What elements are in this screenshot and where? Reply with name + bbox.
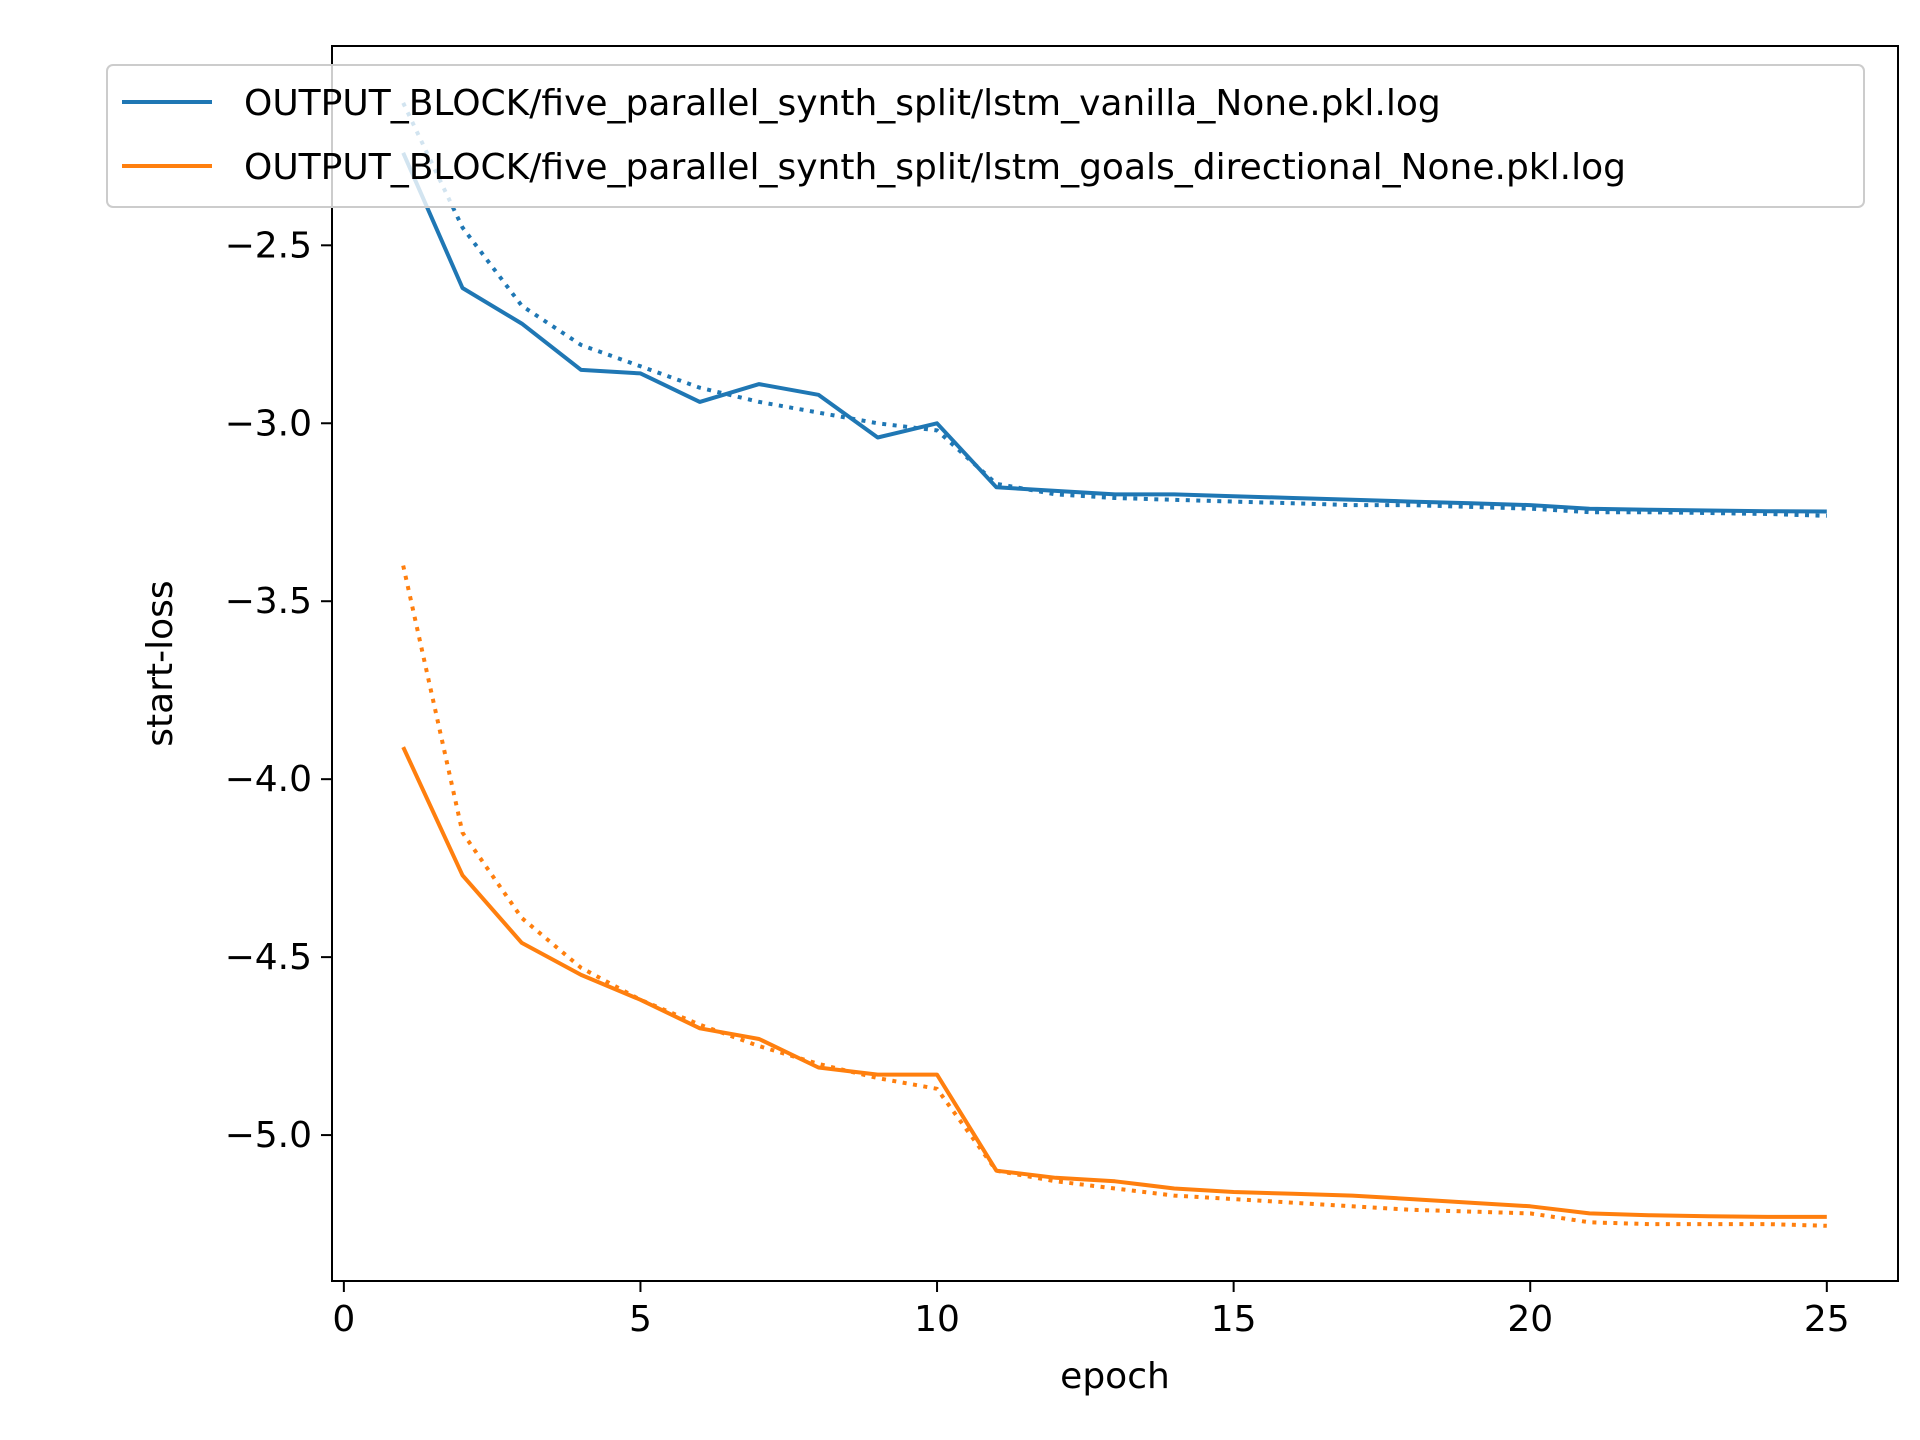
legend: OUTPUT_BLOCK/five_parallel_synth_split/l…	[106, 64, 1865, 208]
legend-entry-label: OUTPUT_BLOCK/five_parallel_synth_split/l…	[244, 83, 1441, 124]
y-tick-label: −4.5	[225, 937, 312, 978]
y-tick-label: −3.5	[225, 581, 312, 622]
x-tick-label: 5	[629, 1299, 652, 1340]
x-tick-label: 10	[914, 1299, 960, 1340]
x-tick-label: 20	[1507, 1299, 1553, 1340]
y-tick-label: −5.0	[225, 1115, 312, 1156]
y-axis-label: start-loss	[140, 580, 181, 746]
y-tick-label: −4.0	[225, 759, 312, 800]
x-axis-label: epoch	[1060, 1356, 1170, 1397]
plot-frame	[331, 45, 1899, 1282]
series-line-2-dotted	[401, 102, 1827, 518]
legend-box	[106, 64, 1865, 208]
series-line-3-solid	[401, 746, 1827, 1219]
x-tick-label: 25	[1804, 1299, 1850, 1340]
x-axis: 0 5 10 15 20 25	[332, 1281, 1850, 1340]
legend-entry-label: OUTPUT_BLOCK/five_parallel_synth_split/l…	[244, 147, 1626, 188]
y-tick-label: −2.5	[225, 225, 312, 266]
x-tick-label: 15	[1211, 1299, 1257, 1340]
y-axis: −5.0 −4.5 −4.0 −3.5 −3.0 −2.5	[225, 225, 332, 1156]
y-tick-label: −3.0	[225, 403, 312, 444]
x-tick-label: 0	[332, 1299, 355, 1340]
series-line-1-solid	[401, 151, 1827, 514]
series-layer	[401, 102, 1827, 1228]
